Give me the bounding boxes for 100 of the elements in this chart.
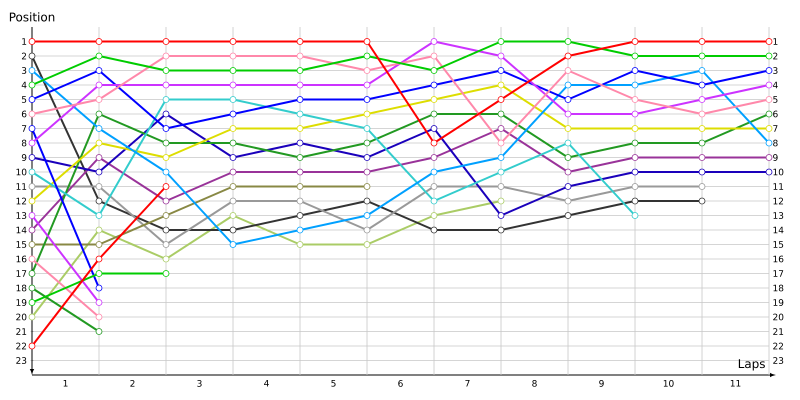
point [698,67,706,74]
point [498,198,504,204]
y-tick-label: 10 [16,168,26,176]
point [96,270,102,277]
point [296,125,304,132]
point [96,256,102,262]
y2-tick-label: 1 [774,38,778,45]
y-tick-label: 19 [16,299,26,306]
point [96,241,102,248]
point [230,198,236,204]
point [162,226,170,234]
point [230,38,236,45]
x-tick-label: 5 [331,380,336,387]
point [230,241,236,248]
point [28,140,36,146]
point [766,52,772,60]
point [698,154,706,161]
point [230,52,236,60]
point [230,154,236,161]
point [230,96,236,103]
y-tick-label: 20 [16,314,26,320]
point [430,52,438,60]
y-tick-label: 6 [22,110,26,118]
point [364,52,370,60]
point [230,110,236,118]
y-tick-label: 5 [22,96,26,103]
point [632,110,638,118]
point [632,52,638,60]
point [564,125,572,132]
point [564,140,572,146]
x-tick-label: 8 [532,380,537,387]
y2-tick-label: 10 [774,168,784,176]
point [430,212,438,219]
point [28,52,36,60]
point [632,125,638,132]
point [698,198,706,204]
y-tick-label: 15 [16,241,26,248]
point [498,38,504,45]
y2-tick-label: 3 [773,67,778,74]
y-tick-label: 7 [22,125,26,132]
point [162,140,170,146]
y2-tick-label: 17 [774,270,784,277]
x-tick-label: 3 [197,380,202,387]
point [96,328,102,335]
y2-tick-label: 23 [773,357,784,364]
point [364,110,370,118]
point [364,38,370,45]
point [364,125,370,132]
point [230,183,236,190]
point [766,110,772,118]
point [564,67,572,74]
point [230,226,236,234]
y2-tick-label: 13 [774,212,784,219]
point [498,154,504,161]
point [632,198,638,204]
point [28,183,36,190]
point [230,168,236,176]
point [28,96,36,103]
point [430,183,438,190]
point [96,168,102,176]
point [364,198,370,204]
point [430,110,438,118]
point [96,110,102,118]
x-tick-label: 7 [465,380,470,387]
point [28,299,36,306]
point [96,125,102,132]
y-tick-label: 2 [22,52,26,60]
point [766,67,772,74]
point [28,154,36,161]
point [296,96,304,103]
point [698,82,706,88]
point [766,154,772,161]
point [296,140,304,146]
point [162,183,170,190]
point [296,154,304,161]
x-tick-label: 11 [730,380,740,387]
point [364,168,370,176]
y2-tick-label: 16 [774,256,784,262]
point [698,110,706,118]
point [230,67,236,74]
point [430,154,438,161]
x-tick-label: 4 [264,380,269,387]
point [698,52,706,60]
point [96,299,102,306]
point [564,96,572,103]
point [296,38,304,45]
point [632,154,638,161]
point [766,125,772,132]
point [430,198,438,204]
point [766,82,772,88]
point [296,241,304,248]
point [766,38,772,45]
point [430,96,438,103]
point [296,183,304,190]
point [364,183,370,190]
x-tick-label: 9 [599,380,604,387]
point [632,38,638,45]
y-tick-label: 16 [16,256,26,262]
y-axis-title: Position [10,12,54,22]
point [96,67,102,74]
